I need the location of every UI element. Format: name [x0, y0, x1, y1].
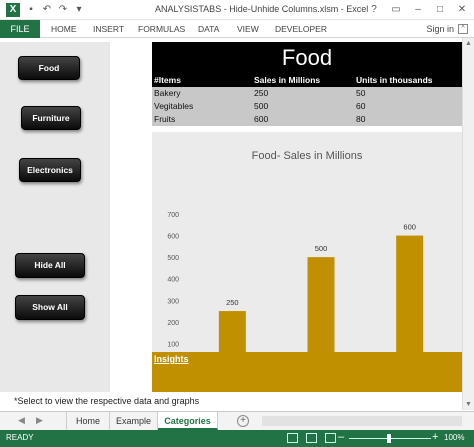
- normal-view-icon[interactable]: [287, 433, 298, 443]
- column-header: Sales in Millions: [254, 75, 321, 85]
- window-controls: ? ▭ – □ ✕: [366, 2, 470, 17]
- tab-developer[interactable]: DEVELOPER: [275, 24, 327, 34]
- insights-label[interactable]: Insights: [154, 354, 189, 364]
- show-all-button[interactable]: Show All: [15, 295, 85, 320]
- zoom-in-icon[interactable]: +: [432, 431, 439, 443]
- insights-panel: Insights: [152, 352, 462, 392]
- table-row: Vegitables 500 60: [152, 100, 462, 113]
- bar: [218, 311, 246, 353]
- column-header: Units in thousands: [356, 75, 433, 85]
- tab-formulas[interactable]: FORMULAS: [138, 24, 186, 34]
- view-buttons: [287, 433, 336, 443]
- instruction-note: *Select to view the respective data and …: [14, 396, 200, 406]
- food-button[interactable]: Food: [18, 56, 80, 80]
- tab-prev-icon[interactable]: ◀: [18, 415, 25, 425]
- column-header: #Items: [154, 75, 181, 85]
- y-tick-label: 400: [167, 277, 179, 284]
- table-cell[interactable]: Fruits: [154, 114, 176, 124]
- excel-logo-icon: X: [6, 3, 20, 17]
- table-cell[interactable]: 80: [356, 114, 366, 124]
- redo-icon[interactable]: ↷: [58, 4, 68, 15]
- status-ready: READY: [6, 433, 34, 442]
- hide-all-button[interactable]: Hide All: [15, 253, 85, 278]
- minimize-icon[interactable]: –: [415, 4, 421, 15]
- quick-access-toolbar: ▪ ↶ ↷ ▾: [24, 3, 86, 17]
- dashboard-content: Food #Items Sales in Millions Units in t…: [152, 42, 462, 392]
- table-cell[interactable]: 60: [356, 101, 366, 111]
- table-header-row: #Items Sales in Millions Units in thousa…: [152, 74, 462, 87]
- y-tick-label: 300: [167, 298, 179, 305]
- vertical-scrollbar[interactable]: ▲ ▼: [462, 38, 474, 410]
- table-row: Fruits 600 80: [152, 113, 462, 126]
- table-row: Bakery 250 50: [152, 87, 462, 100]
- horizontal-scrollbar[interactable]: [262, 416, 462, 426]
- zoom-out-icon[interactable]: –: [338, 431, 345, 443]
- y-tick-label: 100: [167, 341, 179, 348]
- table-cell[interactable]: 50: [356, 88, 366, 98]
- sheet-tab-home[interactable]: Home: [66, 412, 110, 430]
- scroll-down-icon[interactable]: ▼: [465, 401, 472, 408]
- data-label: 500: [315, 244, 328, 253]
- table-cell[interactable]: 600: [254, 114, 269, 124]
- add-sheet-icon[interactable]: +: [237, 415, 249, 427]
- help-icon[interactable]: ?: [371, 4, 377, 15]
- chart-plot: 0100200300400500600700250Bakery500Vegita…: [167, 212, 424, 353]
- data-table: #Items Sales in Millions Units in thousa…: [152, 74, 462, 126]
- tab-insert[interactable]: INSERT: [93, 24, 125, 34]
- bar: [396, 235, 424, 353]
- category-header: Food: [152, 42, 462, 74]
- undo-icon[interactable]: ↶: [42, 4, 52, 15]
- title-bar: X ▪ ↶ ↷ ▾ ANALYSISTABS - Hide-Unhide Col…: [0, 0, 474, 20]
- tab-next-icon[interactable]: ▶: [36, 415, 43, 425]
- y-tick-label: 700: [167, 212, 179, 219]
- table-cell[interactable]: 500: [254, 101, 269, 111]
- tab-view[interactable]: VIEW: [237, 24, 259, 34]
- y-tick-label: 600: [167, 234, 179, 241]
- window-title: ANALYSISTABS - Hide-Unhide Columns.xlsm …: [155, 4, 369, 14]
- zoom-level[interactable]: 100%: [444, 433, 465, 442]
- sales-chart[interactable]: Food- Sales in Millions 0100200300400500…: [152, 132, 462, 353]
- bar: [307, 257, 335, 353]
- button-panel: Food Furniture Electronics Hide All Show…: [0, 42, 110, 392]
- sign-in-link[interactable]: Sign in: [426, 24, 454, 34]
- tab-home[interactable]: HOME: [51, 24, 77, 34]
- electronics-button[interactable]: Electronics: [19, 158, 81, 182]
- chart-title: Food- Sales in Millions: [251, 150, 363, 162]
- y-tick-label: 200: [167, 320, 179, 327]
- ribbon-tabs: FILE HOME INSERT FORMULAS DATA VIEW DEVE…: [0, 20, 474, 38]
- y-tick-label: 500: [167, 255, 179, 262]
- status-bar: READY – + 100%: [0, 430, 474, 447]
- close-icon[interactable]: ✕: [457, 4, 467, 15]
- restore-ribbon-icon[interactable]: ▭: [391, 4, 401, 15]
- furniture-button[interactable]: Furniture: [21, 106, 81, 130]
- data-label: 600: [403, 223, 416, 232]
- table-cell[interactable]: Bakery: [154, 88, 181, 98]
- save-icon[interactable]: ▪: [29, 4, 33, 15]
- table-cell[interactable]: Vegitables: [154, 101, 194, 111]
- tab-data[interactable]: DATA: [198, 24, 220, 34]
- table-cell[interactable]: 250: [254, 88, 269, 98]
- sheet-tab-example[interactable]: Example: [110, 412, 158, 430]
- tab-file[interactable]: FILE: [0, 20, 40, 38]
- sheet-tabs-bar: ◀ ▶ Home Example Categories +: [0, 411, 474, 430]
- customize-icon[interactable]: ▾: [76, 4, 82, 15]
- table-spacer: [152, 126, 462, 132]
- zoom-slider-thumb[interactable]: [387, 434, 391, 443]
- sheet-tab-categories[interactable]: Categories: [158, 412, 218, 430]
- page-break-icon[interactable]: [325, 433, 336, 443]
- maximize-icon[interactable]: □: [436, 4, 444, 15]
- spacer-column: [110, 42, 150, 392]
- data-label: 250: [226, 298, 239, 307]
- chevron-up-icon[interactable]: ^: [458, 24, 468, 34]
- page-layout-icon[interactable]: [306, 433, 317, 443]
- scroll-up-icon[interactable]: ▲: [465, 40, 472, 47]
